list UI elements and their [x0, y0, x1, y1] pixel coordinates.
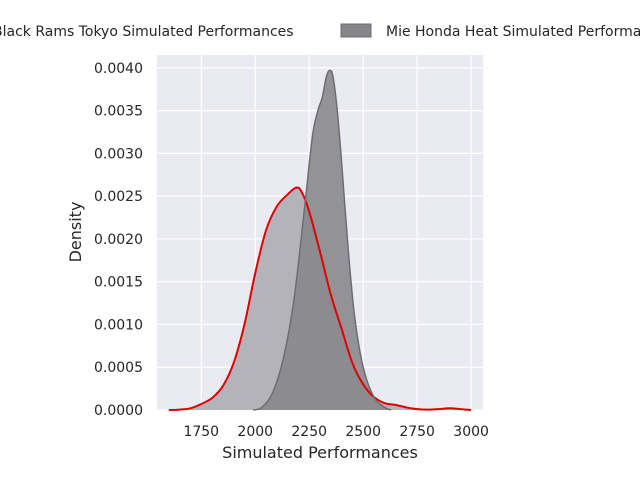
- x-tick-label: 2750: [399, 424, 435, 440]
- x-tick-label: 2000: [237, 424, 273, 440]
- density-line-2: [252, 69, 392, 411]
- y-tick-label: 0.0010: [94, 317, 143, 333]
- x-tick-label: 2250: [291, 424, 327, 440]
- legend: Black Rams Tokyo Simulated Performances M…: [0, 23, 640, 40]
- y-tick-label: 0.0015: [94, 275, 143, 291]
- y-axis-ticks: 0.0000 0.0005 0.0010 0.0015 0.0020 0.0025 0.00…: [94, 61, 143, 419]
- y-tick-label: 0.0000: [94, 403, 143, 419]
- legend-swatch-2: [340, 23, 372, 38]
- legend-label-2: Mie Honda Heat Simulated Performances: [386, 24, 640, 40]
- density-line-1: [168, 186, 472, 411]
- x-axis-ticks: 1750 2000 2250 2500 2750 3000: [183, 424, 489, 440]
- x-tick-label: 1750: [183, 424, 219, 440]
- density-area-2: [253, 70, 392, 411]
- y-tick-label: 0.0040: [94, 61, 143, 77]
- x-axis-label: Simulated Performances: [222, 443, 418, 462]
- y-tick-label: 0.0025: [94, 189, 143, 205]
- y-tick-label: 0.0005: [94, 360, 143, 376]
- x-tick-label: 2500: [345, 424, 381, 440]
- y-tick-label: 0.0035: [94, 104, 143, 120]
- y-tick-label: 0.0030: [94, 146, 143, 162]
- y-axis-label: Density: [66, 202, 85, 263]
- legend-label-1: Black Rams Tokyo Simulated Performances: [0, 24, 294, 40]
- x-tick-label: 3000: [453, 424, 489, 440]
- series-layer: [168, 69, 472, 411]
- y-tick-label: 0.0020: [94, 232, 143, 248]
